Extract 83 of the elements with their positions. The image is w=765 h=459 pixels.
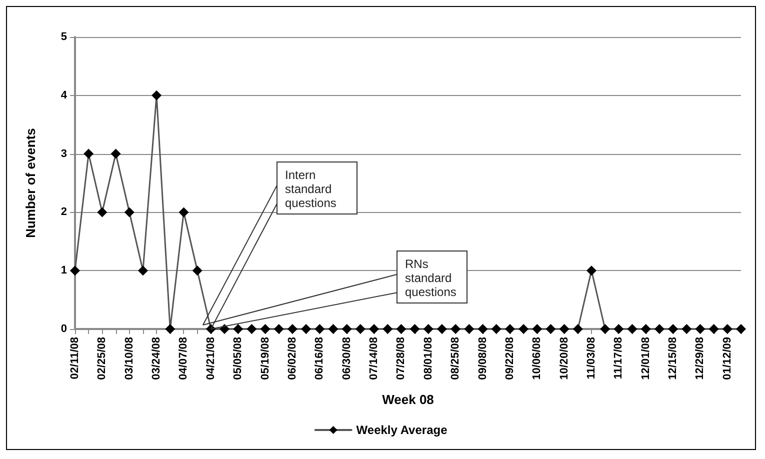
x-tick-label: 06/30/08 <box>340 337 353 380</box>
x-tick-label: 09/08/08 <box>476 337 489 380</box>
y-tick-label: 0 <box>60 323 67 335</box>
x-tick-label: 07/28/08 <box>395 337 408 380</box>
x-tick-label: 06/02/08 <box>286 337 298 380</box>
point <box>260 324 270 334</box>
point <box>152 90 162 100</box>
point <box>165 324 176 334</box>
x-tick-label: 05/19/08 <box>259 337 272 380</box>
point <box>586 266 596 276</box>
point <box>138 266 148 276</box>
annotation: Intern standard questions <box>285 168 336 210</box>
x-tick-label: 10/20/08 <box>558 337 570 380</box>
x-tick-label: 11/03/08 <box>585 337 598 380</box>
point <box>110 148 121 159</box>
point <box>722 324 732 334</box>
x-tick-label: 06/16/08 <box>314 337 326 380</box>
point <box>614 324 624 334</box>
x-tick-label: 07/14/08 <box>368 337 380 380</box>
y-tick-label: 1 <box>60 264 67 277</box>
point <box>287 324 298 334</box>
x-tick-label: 03/10/08 <box>123 337 136 380</box>
x-tick-label: 02/11/08 <box>69 337 81 380</box>
point <box>504 324 515 334</box>
point <box>654 324 664 334</box>
point <box>668 324 678 334</box>
point <box>423 324 434 334</box>
point <box>682 324 692 334</box>
y-axis-title: Number of events <box>23 128 38 238</box>
x-tick-label: 12/01/08 <box>640 337 652 380</box>
point <box>600 324 610 334</box>
x-tick-label: 03/24/08 <box>150 337 163 380</box>
point <box>450 324 461 334</box>
point <box>369 324 380 334</box>
point <box>314 324 325 334</box>
point <box>124 207 134 218</box>
point <box>478 324 488 334</box>
point <box>396 324 406 334</box>
point <box>559 324 570 334</box>
point <box>301 324 312 334</box>
x-tick-label: 12/29/08 <box>694 337 706 380</box>
y-tick-label: 3 <box>60 148 67 160</box>
x-tick-label: 09/22/08 <box>504 337 516 380</box>
point <box>355 324 366 334</box>
x-tick-label: 11/17/08 <box>612 337 625 380</box>
y-tick-label: 2 <box>60 206 67 218</box>
point <box>491 324 502 334</box>
point <box>246 324 257 334</box>
annotation: RNs standard questions <box>405 257 456 299</box>
point <box>532 324 542 334</box>
x-tick-label: 12/15/08 <box>667 337 680 380</box>
y-tick-label: 4 <box>60 89 68 102</box>
point <box>640 324 651 334</box>
point <box>695 324 706 334</box>
point <box>70 266 80 276</box>
point <box>627 324 638 334</box>
x-tick-label: 05/05/08 <box>232 337 244 380</box>
point <box>382 324 393 334</box>
point <box>436 324 447 334</box>
point <box>572 324 583 334</box>
x-tick-label: 01/12/09 <box>721 337 734 380</box>
point <box>84 148 94 159</box>
point <box>178 207 189 218</box>
x-tick-label: 04/21/08 <box>204 337 217 380</box>
x-tick-label: 02/25/08 <box>96 337 108 380</box>
point <box>192 266 202 276</box>
x-tick-label: 08/25/08 <box>450 337 462 380</box>
point <box>233 324 244 334</box>
x-tick-label: 04/07/08 <box>178 337 190 380</box>
point <box>546 324 556 334</box>
point <box>342 324 352 334</box>
y-tick-label: 5 <box>60 31 67 43</box>
point <box>464 324 474 334</box>
x-tick-label: 10/06/08 <box>531 337 544 380</box>
legend-label: Weekly Average <box>356 423 448 437</box>
point <box>708 324 719 334</box>
point <box>328 324 338 334</box>
x-axis-title: Week 08 <box>382 392 434 407</box>
point <box>410 324 420 334</box>
point <box>274 324 284 334</box>
point <box>518 324 529 334</box>
point <box>97 207 108 218</box>
x-tick-label: 08/01/08 <box>422 337 434 380</box>
